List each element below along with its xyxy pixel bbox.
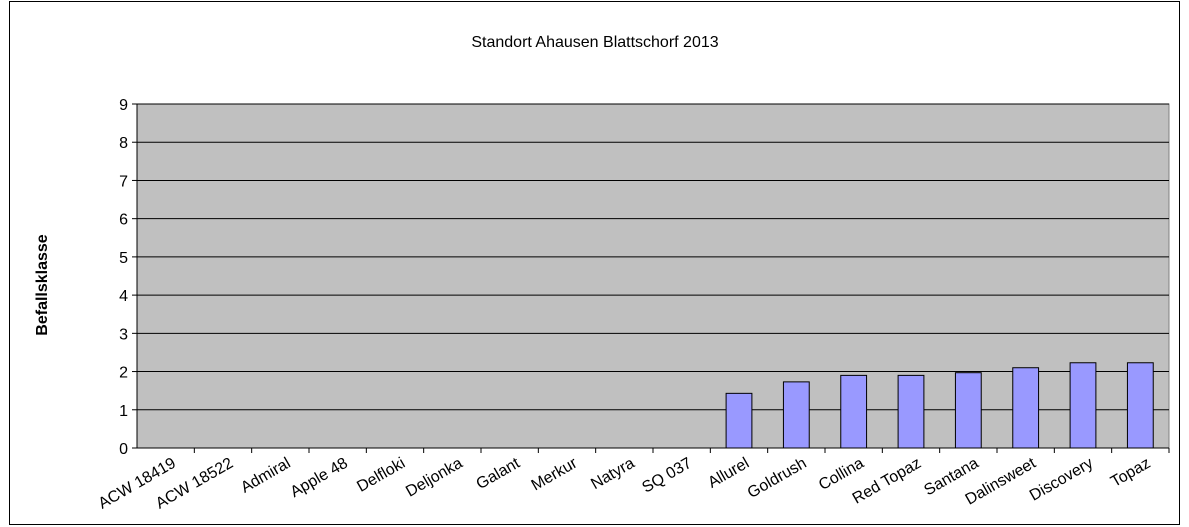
bar [1012,367,1040,449]
x-tick-label: Admiral [238,455,293,497]
bar [840,374,868,449]
y-tick-label: 4 [119,288,128,305]
x-tick-label: Merkur [529,454,581,494]
y-tick-label: 9 [119,97,128,114]
x-tick-label: SQ 037 [639,455,695,497]
y-tick-label: 1 [119,403,128,420]
y-tick-label: 5 [119,250,128,267]
x-tick-label: Discovery [1027,455,1096,505]
y-axis-label: Befallsklasse [34,234,51,336]
y-tick-label: 3 [119,326,128,343]
x-tick-label: Goldrush [745,455,810,502]
x-tick-label: Delfloki [354,455,408,496]
bar [1069,362,1097,449]
bar [725,392,753,449]
y-tick-label: 7 [119,173,128,190]
y-tick-label: 0 [119,441,128,458]
bar [1126,362,1154,449]
x-tick-label: Apple 48 [288,455,351,501]
x-tick-label: Galant [474,454,524,493]
y-tick-label: 6 [119,212,128,229]
bar [954,372,982,449]
y-tick-label: 2 [119,365,128,382]
chart-title: Standort Ahausen Blattschorf 2013 [471,34,718,51]
x-tick-label: Deljonka [403,455,466,501]
bar [897,374,925,449]
bar [782,381,810,449]
y-tick-label: 8 [119,135,128,152]
plot-area [136,103,1170,449]
x-tick-label: Topaz [1108,455,1153,491]
x-tick-label: Natyra [588,455,637,493]
